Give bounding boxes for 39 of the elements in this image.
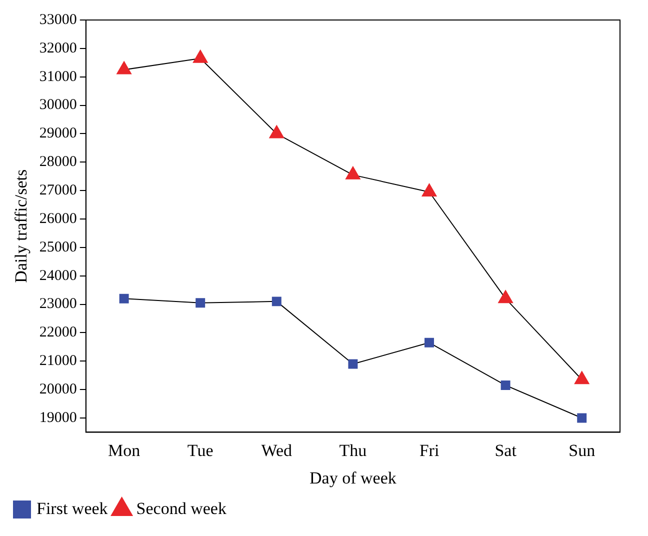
point bbox=[498, 290, 513, 304]
y-tick-label: 24000 bbox=[39, 268, 77, 284]
point bbox=[346, 166, 360, 180]
y-tick-label: 30000 bbox=[39, 97, 77, 114]
y-tick-label: 26000 bbox=[39, 210, 77, 227]
y-tick-label: 32000 bbox=[39, 40, 77, 56]
point bbox=[272, 296, 282, 306]
x-tick-label: Sat bbox=[494, 440, 517, 460]
point bbox=[119, 294, 129, 304]
y-tick-label: 28000 bbox=[39, 154, 77, 170]
x-axis-title: Day of week bbox=[310, 468, 397, 488]
y-tick-label: 20000 bbox=[39, 381, 77, 398]
point bbox=[116, 61, 132, 74]
y-tick-label: 21000 bbox=[39, 353, 77, 370]
legend-label: Second week bbox=[136, 498, 227, 518]
legend-label: First week bbox=[36, 498, 108, 518]
y-tick-label: 33000 bbox=[39, 12, 77, 28]
y-tick-label: 23000 bbox=[39, 296, 77, 312]
y-axis-title: Daily traffic/sets bbox=[12, 169, 31, 283]
point bbox=[422, 183, 437, 196]
x-tick-label: Wed bbox=[261, 440, 293, 460]
point bbox=[577, 413, 587, 423]
point bbox=[196, 298, 206, 308]
x-tick-label: Tue bbox=[187, 440, 214, 460]
y-tick-label: 19000 bbox=[39, 410, 77, 426]
y-tick-label: 22000 bbox=[39, 324, 77, 341]
x-tick-label: Mon bbox=[108, 440, 141, 460]
point bbox=[269, 125, 284, 138]
point bbox=[192, 50, 208, 63]
point bbox=[500, 380, 510, 390]
y-tick-label: 25000 bbox=[39, 239, 77, 256]
point bbox=[424, 338, 434, 348]
x-tick-label: Sun bbox=[568, 440, 596, 460]
x-tick-label: Fri bbox=[419, 440, 440, 460]
y-tick-label: 31000 bbox=[39, 68, 77, 85]
x-tick-label: Thu bbox=[339, 440, 368, 460]
y-tick-label: 27000 bbox=[39, 182, 77, 199]
point bbox=[348, 359, 358, 369]
y-tick-label: 29000 bbox=[39, 126, 77, 142]
